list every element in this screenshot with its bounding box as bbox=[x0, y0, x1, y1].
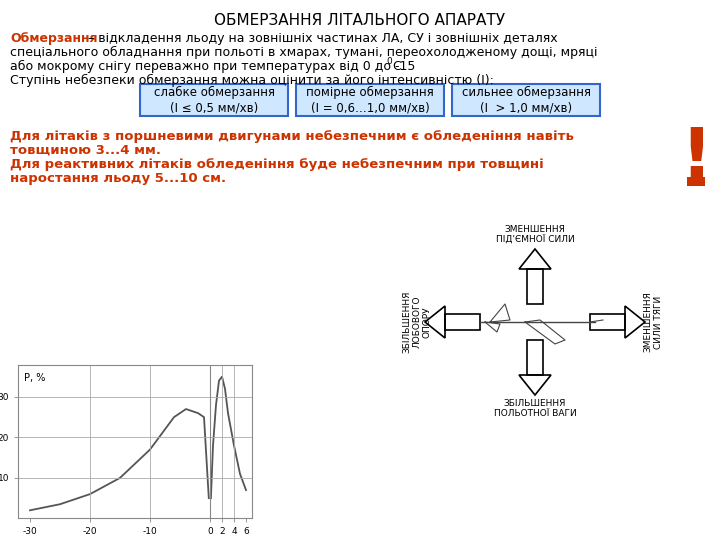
FancyBboxPatch shape bbox=[687, 177, 705, 186]
Text: сильнее обмерзання
(І  > 1,0 мм/хв): сильнее обмерзання (І > 1,0 мм/хв) bbox=[462, 86, 590, 114]
Text: спеціального обладнання при польоті в хмарах, тумані, переохолодженому дощі, мря: спеціального обладнання при польоті в хм… bbox=[10, 46, 598, 59]
Text: ЗБІЛЬШЕННЯ
ПОЛЬОТНОЇ ВАГИ: ЗБІЛЬШЕННЯ ПОЛЬОТНОЇ ВАГИ bbox=[494, 399, 577, 418]
Text: ОБМЕРЗАННЯ ЛІТАЛЬНОГО АПАРАТУ: ОБМЕРЗАННЯ ЛІТАЛЬНОГО АПАРАТУ bbox=[215, 13, 505, 28]
Text: 0: 0 bbox=[386, 57, 392, 66]
FancyBboxPatch shape bbox=[140, 84, 288, 116]
Text: ЗМЕНШЕННЯ
ПІД'ЄМНОЇ СИЛИ: ЗМЕНШЕННЯ ПІД'ЄМНОЇ СИЛИ bbox=[495, 225, 575, 245]
Text: наростання льоду 5...10 см.: наростання льоду 5...10 см. bbox=[10, 172, 226, 185]
Text: або мокрому снігу переважно при температурах від 0 до -15: або мокрому снігу переважно при температ… bbox=[10, 60, 415, 73]
Text: помірне обмерзання
(І = 0,6…1,0 мм/хв): помірне обмерзання (І = 0,6…1,0 мм/хв) bbox=[306, 86, 434, 114]
Text: ЗБІЛЬШЕННЯ
ЛОБОВОГО
ОПОРУ: ЗБІЛЬШЕННЯ ЛОБОВОГО ОПОРУ bbox=[402, 291, 432, 353]
Text: Для реактивних літаків обледеніння буде небезпечним при товщині: Для реактивних літаків обледеніння буде … bbox=[10, 158, 544, 171]
Text: – відкладення льоду на зовнішніх частинах ЛА, СУ і зовнішніх деталях: – відкладення льоду на зовнішніх частина… bbox=[88, 32, 557, 45]
Text: товщиною 3...4 мм.: товщиною 3...4 мм. bbox=[10, 144, 161, 157]
FancyBboxPatch shape bbox=[452, 84, 600, 116]
Text: P, %: P, % bbox=[24, 373, 45, 383]
Text: Для літаків з поршневими двигунами небезпечним є обледеніння навіть: Для літаків з поршневими двигунами небез… bbox=[10, 130, 574, 143]
Text: ЗМЕНШЕННЯ
СИЛИ ТЯГИ: ЗМЕНШЕННЯ СИЛИ ТЯГИ bbox=[643, 292, 662, 353]
Text: C.: C. bbox=[392, 60, 405, 73]
Text: слабке обмерзання
(І ≤ 0,5 мм/хв): слабке обмерзання (І ≤ 0,5 мм/хв) bbox=[153, 86, 274, 114]
FancyBboxPatch shape bbox=[296, 84, 444, 116]
Text: Обмерзання: Обмерзання bbox=[10, 32, 97, 45]
Text: !: ! bbox=[680, 125, 712, 192]
Text: Ступінь небезпеки обмерзання можна оцінити за його інтенсивністю (І):: Ступінь небезпеки обмерзання можна оціни… bbox=[10, 74, 494, 87]
